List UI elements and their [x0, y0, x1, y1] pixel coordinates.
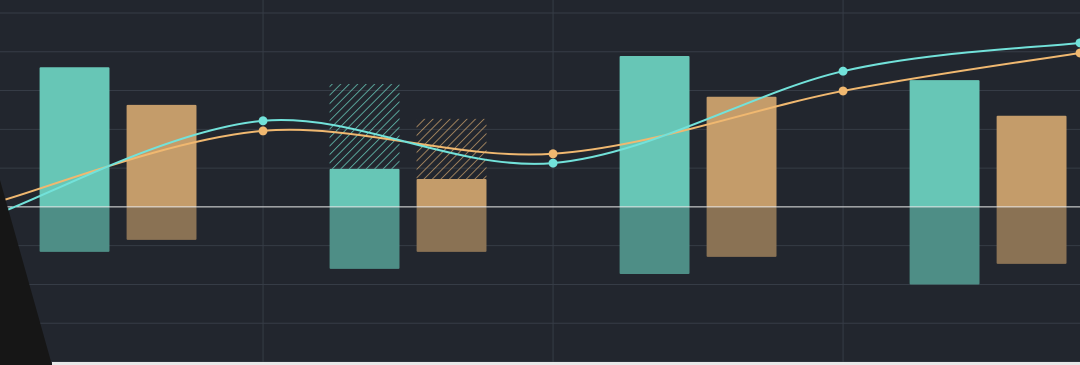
- bar: [329, 168, 400, 207]
- bar: [619, 56, 690, 207]
- bar: [909, 206, 980, 285]
- bar: [996, 115, 1067, 207]
- bottom-edge: [52, 362, 1080, 365]
- bar: [126, 104, 197, 207]
- bar: [996, 206, 1067, 264]
- bar: [126, 206, 197, 240]
- bar: [619, 206, 690, 274]
- line-point: [1075, 48, 1080, 58]
- line-point: [838, 86, 848, 96]
- bar: [909, 80, 980, 207]
- line-point: [548, 158, 558, 168]
- line-point: [1075, 38, 1080, 48]
- bar: [706, 206, 777, 257]
- bar: [329, 83, 400, 169]
- line-point: [838, 66, 848, 76]
- bar: [706, 96, 777, 207]
- corner-shadow: [0, 180, 52, 365]
- bar: [416, 206, 487, 252]
- bar: [329, 206, 400, 269]
- bar: [416, 178, 487, 207]
- bar: [39, 206, 110, 252]
- line-point: [258, 116, 268, 126]
- line-point: [548, 149, 558, 159]
- line-point: [258, 126, 268, 136]
